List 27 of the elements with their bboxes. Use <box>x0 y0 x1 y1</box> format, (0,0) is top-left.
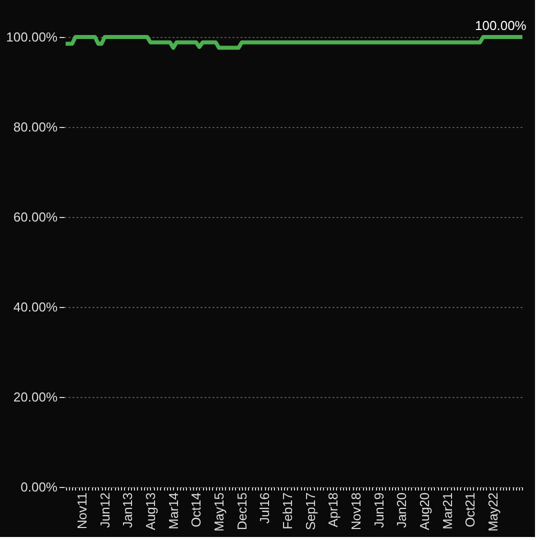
x-tick-label: Jan20 <box>394 492 410 528</box>
x-tick-label: Aug20 <box>416 492 432 530</box>
x-tick-label: Nov11 <box>74 492 90 530</box>
x-tick-label: Dec15 <box>234 492 250 530</box>
y-tick-label: 60.00% <box>13 210 58 224</box>
data-label: 100.00% <box>475 18 527 33</box>
y-tick-label: 40.00% <box>13 300 58 314</box>
y-tick-label: 0.00% <box>20 480 58 494</box>
x-tick-label: Nov18 <box>348 492 364 530</box>
y-tick-label: 80.00% <box>13 120 58 134</box>
x-tick-label: Mar14 <box>166 492 181 530</box>
x-tick-label: Apr18 <box>326 492 341 528</box>
y-tick-label: 20.00% <box>13 390 58 404</box>
x-tick-label: Jun19 <box>371 492 386 528</box>
line-series <box>64 35 524 50</box>
x-tick-label: Oct21 <box>462 492 478 528</box>
x-tick-label: Aug13 <box>142 492 158 530</box>
x-tick-label: Jan13 <box>120 492 136 528</box>
x-tick-label: May22 <box>486 492 501 532</box>
x-tick-label: Feb17 <box>280 492 295 530</box>
x-tick-label: Oct14 <box>188 492 204 528</box>
x-tick-label: Sep17 <box>302 492 318 530</box>
x-tick-label: May15 <box>211 492 226 532</box>
x-tick-label: Jun12 <box>97 492 112 528</box>
x-tick-label: Mar21 <box>440 492 455 530</box>
x-tick-label: Jul16 <box>257 492 272 524</box>
y-tick-label: 100.00% <box>6 30 58 44</box>
